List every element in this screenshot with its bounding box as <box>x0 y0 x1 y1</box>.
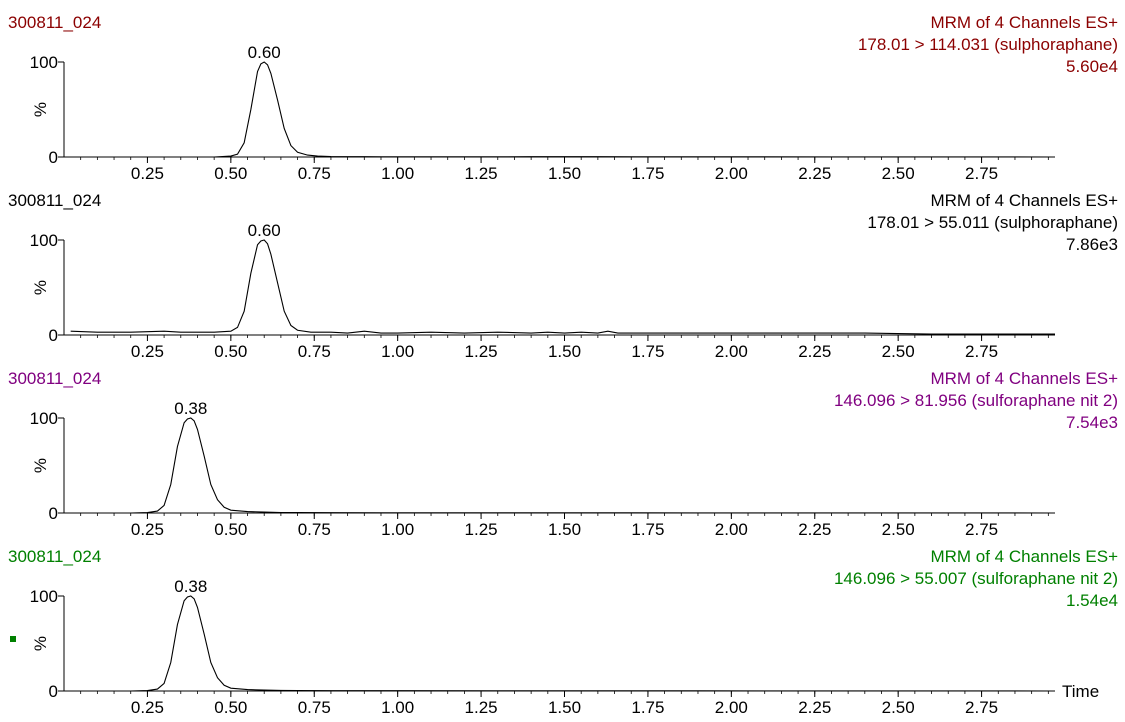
x-tick-label: 2.00 <box>715 520 748 539</box>
sample-name: 300811_024 <box>8 547 101 566</box>
x-tick-label: 1.25 <box>465 520 498 539</box>
y-tick-label-0: 0 <box>49 504 58 523</box>
x-tick-label: 1.00 <box>381 164 414 183</box>
x-tick-label: 0.75 <box>298 520 331 539</box>
scan-header: MRM of 4 Channels ES+ <box>930 13 1118 32</box>
x-tick-label: 2.00 <box>715 698 748 717</box>
x-tick-label: 0.25 <box>131 520 164 539</box>
peak-label: 0.60 <box>248 43 281 62</box>
x-tick-label: 0.25 <box>131 698 164 717</box>
x-tick-label: 0.50 <box>214 520 247 539</box>
x-tick-label: 1.00 <box>381 342 414 361</box>
mrm-transition: 178.01 > 114.031 (sulphoraphane) <box>858 35 1118 54</box>
intensity-label: 7.54e3 <box>1066 413 1118 432</box>
x-tick-label: 0.50 <box>214 164 247 183</box>
scan-header: MRM of 4 Channels ES+ <box>930 369 1118 388</box>
chromatogram-panel-4: 300811_024 MRM of 4 Channels ES+ 146.096 >… <box>8 547 1118 717</box>
y-tick-label-100: 100 <box>30 53 58 72</box>
x-tick-label: 1.50 <box>548 164 581 183</box>
sample-name: 300811_024 <box>8 191 101 210</box>
x-tick-label: 0.75 <box>298 342 331 361</box>
peak-label: 0.60 <box>248 221 281 240</box>
x-tick-label: 0.25 <box>131 164 164 183</box>
x-tick-label: 1.50 <box>548 698 581 717</box>
y-axis-label: % <box>31 636 50 651</box>
x-tick-label: 2.50 <box>882 698 915 717</box>
x-tick-label: 1.75 <box>631 342 664 361</box>
mrm-transition: 146.096 > 55.007 (sulforaphane nit 2) <box>834 569 1118 588</box>
x-tick-label: 1.00 <box>381 698 414 717</box>
x-tick-label: 1.25 <box>465 342 498 361</box>
x-tick-label: 0.75 <box>298 698 331 717</box>
intensity-label: 5.60e4 <box>1066 57 1118 76</box>
chromatogram-panel-3: 300811_024 MRM of 4 Channels ES+ 146.096 >… <box>8 369 1118 539</box>
x-tick-label: 2.25 <box>798 164 831 183</box>
x-tick-label: 1.00 <box>381 520 414 539</box>
scan-header: MRM of 4 Channels ES+ <box>930 547 1118 566</box>
x-tick-label: 2.00 <box>715 342 748 361</box>
chromatogram-trace <box>70 239 1055 335</box>
x-tick-label: 2.75 <box>965 342 998 361</box>
peak-label: 0.38 <box>174 577 207 596</box>
x-tick-label: 0.50 <box>214 698 247 717</box>
mrm-transition: 146.096 > 81.956 (sulforaphane nit 2) <box>834 391 1118 410</box>
x-tick-label: 1.75 <box>631 164 664 183</box>
scan-header: MRM of 4 Channels ES+ <box>930 191 1118 210</box>
x-tick-label: 2.75 <box>965 520 998 539</box>
x-tick-label: 2.75 <box>965 698 998 717</box>
y-tick-label-100: 100 <box>30 587 58 606</box>
x-tick-label: 1.50 <box>548 342 581 361</box>
chromatogram-trace <box>70 595 1056 692</box>
x-tick-label: 2.50 <box>882 164 915 183</box>
mrm-transition: 178.01 > 55.011 (sulphoraphane) <box>867 213 1118 232</box>
x-tick-label: 1.25 <box>465 698 498 717</box>
chromatogram-trace <box>70 417 1056 514</box>
intensity-label: 7.86e3 <box>1066 235 1118 254</box>
x-tick-label: 2.50 <box>882 342 915 361</box>
x-tick-label: 1.50 <box>548 520 581 539</box>
sample-name: 300811_024 <box>8 369 101 388</box>
y-axis-label: % <box>31 280 50 295</box>
selection-marker <box>10 636 16 642</box>
chromatogram-panel-2: 300811_024 MRM of 4 Channels ES+ 178.01 > … <box>8 191 1118 361</box>
y-tick-label-100: 100 <box>30 409 58 428</box>
chromatogram-panel-1: 300811_024 MRM of 4 Channels ES+ 178.01 > … <box>8 13 1118 183</box>
x-tick-label: 2.75 <box>965 164 998 183</box>
y-axis-label: % <box>31 102 50 117</box>
y-tick-label-0: 0 <box>49 148 58 167</box>
x-axis-label: Time <box>1062 682 1099 701</box>
x-tick-label: 1.75 <box>631 698 664 717</box>
x-tick-label: 0.50 <box>214 342 247 361</box>
chromatogram-trace <box>70 61 1056 158</box>
x-tick-label: 2.25 <box>798 698 831 717</box>
x-tick-label: 2.00 <box>715 164 748 183</box>
x-tick-label: 2.25 <box>798 342 831 361</box>
x-tick-label: 0.75 <box>298 164 331 183</box>
x-tick-label: 0.25 <box>131 342 164 361</box>
x-tick-label: 2.50 <box>882 520 915 539</box>
y-tick-label-0: 0 <box>49 682 58 701</box>
y-tick-label-100: 100 <box>30 231 58 250</box>
x-tick-label: 2.25 <box>798 520 831 539</box>
x-tick-label: 1.75 <box>631 520 664 539</box>
sample-name: 300811_024 <box>8 13 101 32</box>
y-tick-label-0: 0 <box>49 326 58 345</box>
y-axis-label: % <box>31 458 50 473</box>
x-tick-label: 1.25 <box>465 164 498 183</box>
intensity-label: 1.54e4 <box>1066 591 1118 610</box>
peak-label: 0.38 <box>174 399 207 418</box>
